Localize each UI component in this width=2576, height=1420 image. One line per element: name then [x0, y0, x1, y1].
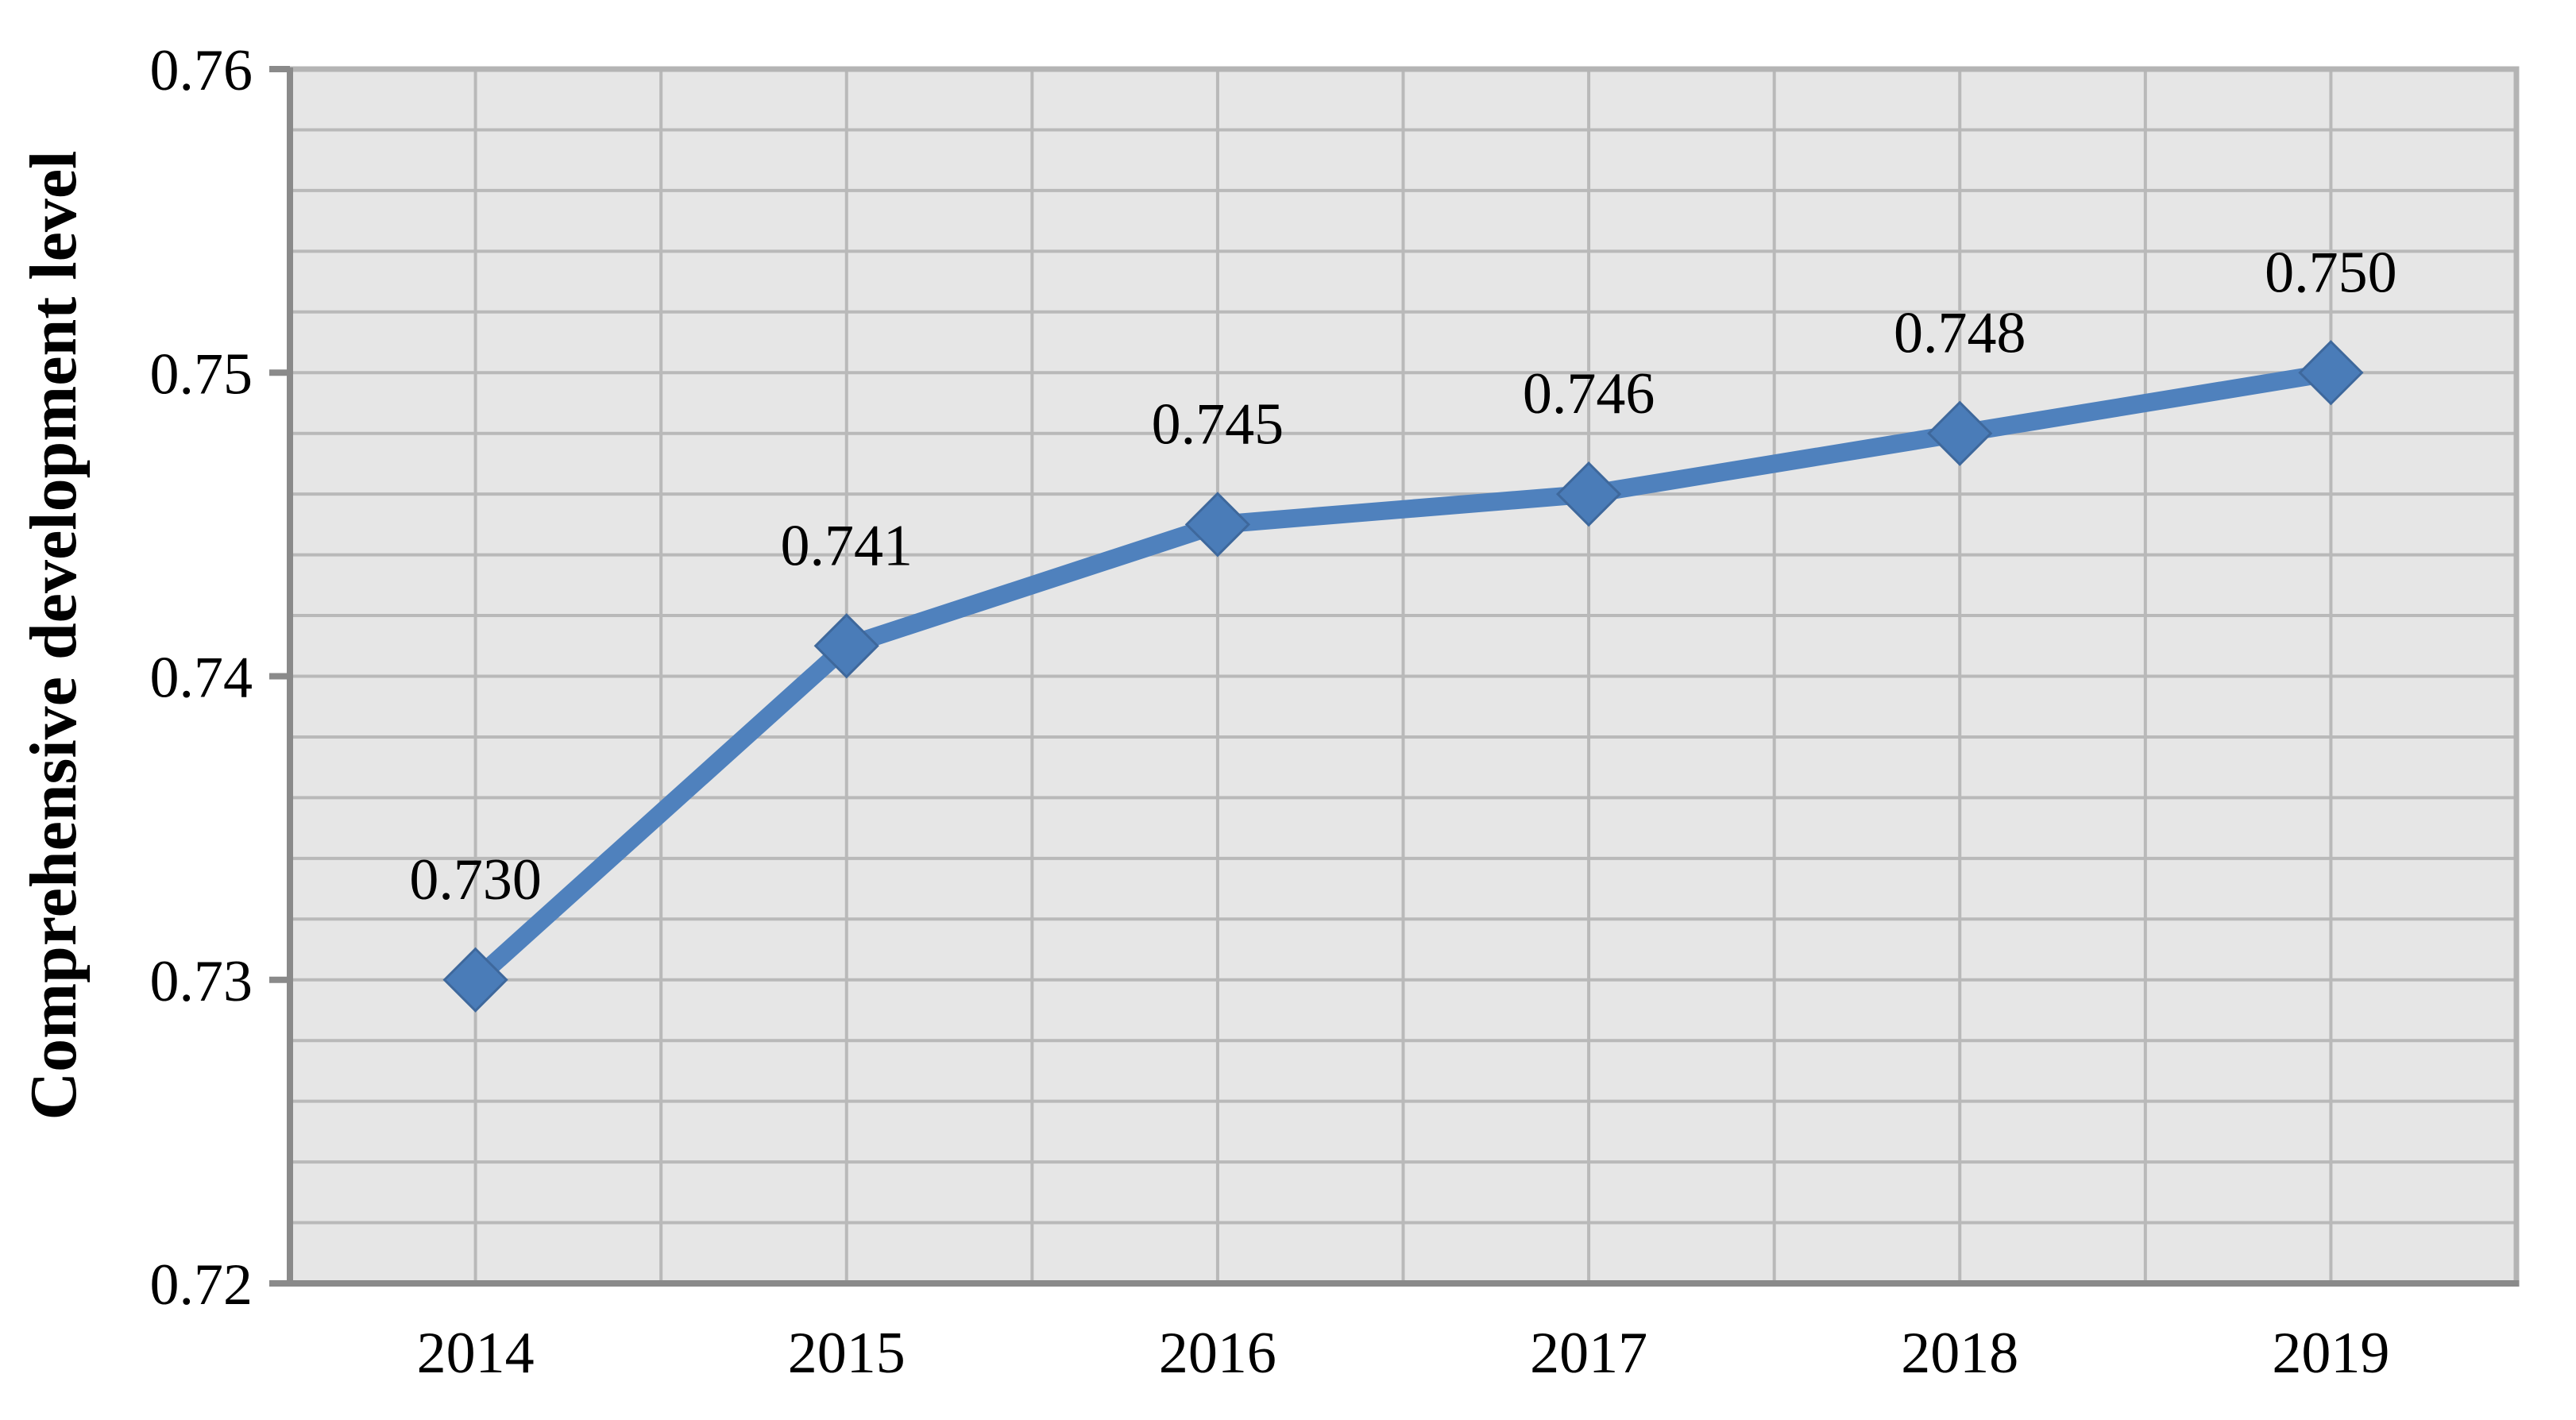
x-tick-label: 2014 — [417, 1321, 535, 1386]
data-label: 0.745 — [1152, 392, 1284, 457]
data-point-marker — [1927, 400, 1993, 466]
x-tick-label: 2017 — [1530, 1321, 1647, 1386]
data-label: 0.748 — [1894, 301, 2026, 366]
data-label: 0.750 — [2265, 240, 2397, 305]
data-label: 0.730 — [409, 847, 542, 913]
data-point-marker — [813, 613, 879, 679]
data-label: 0.741 — [781, 513, 913, 578]
data-point-marker — [2298, 340, 2364, 406]
x-tick-label: 2015 — [788, 1321, 906, 1386]
y-tick-label: 0.73 — [150, 949, 253, 1014]
y-tick-label: 0.76 — [150, 38, 253, 103]
y-tick-label: 0.75 — [150, 341, 253, 407]
y-tick-label: 0.74 — [150, 646, 253, 711]
x-tick-label: 2016 — [1159, 1321, 1276, 1386]
data-point-marker — [1184, 492, 1251, 558]
y-tick-label: 0.72 — [150, 1252, 253, 1318]
data-point-marker — [442, 947, 508, 1013]
x-tick-label: 2019 — [2272, 1321, 2389, 1386]
series-line — [466, 363, 2340, 990]
data-point-marker — [1555, 461, 1622, 527]
x-tick-label: 2018 — [1901, 1321, 2018, 1386]
data-label: 0.746 — [1523, 361, 1655, 426]
